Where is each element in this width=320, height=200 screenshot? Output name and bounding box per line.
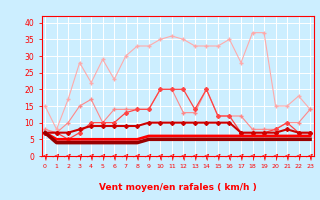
X-axis label: Vent moyen/en rafales ( km/h ): Vent moyen/en rafales ( km/h ) — [99, 183, 256, 192]
